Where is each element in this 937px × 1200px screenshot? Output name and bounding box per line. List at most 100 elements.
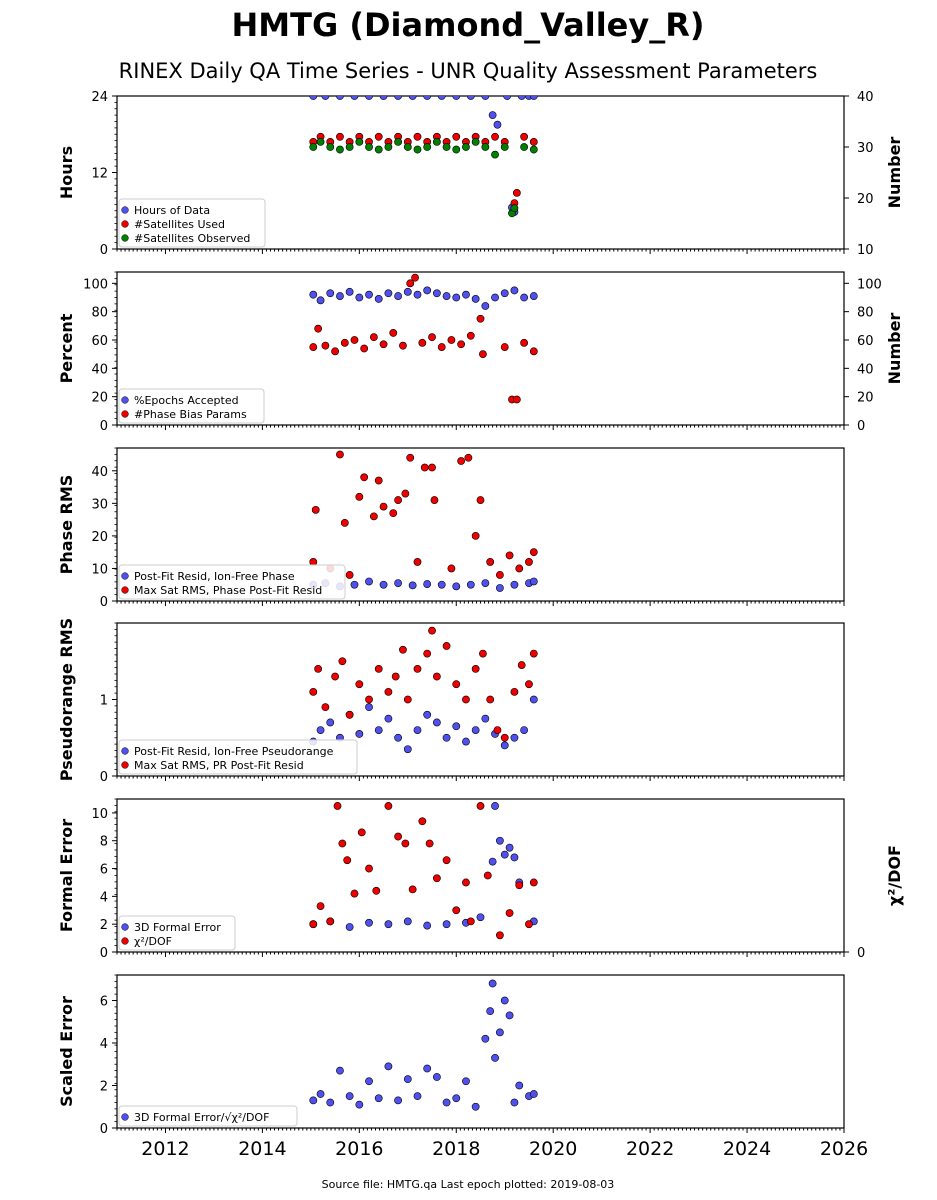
data-points <box>309 273 538 404</box>
data-point <box>495 1028 504 1037</box>
data-point <box>515 881 524 890</box>
data-point <box>345 143 354 151</box>
y-axis-label: Phase RMS <box>57 475 76 575</box>
data-point <box>384 920 393 929</box>
data-point <box>503 96 512 100</box>
data-point <box>495 836 504 845</box>
data-point <box>481 143 490 151</box>
data-point <box>520 143 529 151</box>
data-point <box>326 1098 335 1107</box>
data-point <box>309 920 318 929</box>
plot-frame <box>116 974 845 1129</box>
data-point <box>340 338 349 347</box>
data-point <box>500 289 509 298</box>
data-point <box>420 463 429 472</box>
y-tick-label: 40 <box>91 362 108 377</box>
data-point <box>309 687 318 696</box>
series-1 <box>309 979 538 1111</box>
data-point <box>350 580 359 589</box>
data-point <box>471 665 480 673</box>
data-point <box>423 649 432 658</box>
data-point <box>316 137 325 146</box>
data-point <box>374 132 383 141</box>
data-point <box>529 577 538 586</box>
data-point <box>452 906 461 915</box>
data-point <box>365 695 373 704</box>
legend-box <box>118 1105 298 1127</box>
data-point <box>365 1077 373 1086</box>
data-point <box>495 931 504 940</box>
data-point <box>486 1007 495 1016</box>
data-point <box>336 145 344 154</box>
legend-box <box>118 564 346 600</box>
y-tick-label: 0 <box>100 946 108 961</box>
y-tick-label: 4 <box>100 1037 108 1052</box>
data-point <box>309 290 318 299</box>
y-tick-label: 0 <box>100 243 108 258</box>
y-tick-label: 4 <box>100 890 108 905</box>
data-point <box>500 850 509 859</box>
data-point <box>500 343 509 351</box>
y-tick-label: 6 <box>100 863 108 878</box>
data-point <box>432 718 441 727</box>
data-point <box>413 1092 422 1101</box>
data-point <box>311 505 320 514</box>
data-point <box>430 496 439 504</box>
data-point <box>505 843 514 852</box>
data-point <box>471 137 480 146</box>
data-point <box>452 680 461 689</box>
data-point <box>401 489 410 498</box>
data-point <box>394 733 403 742</box>
data-point <box>418 338 427 347</box>
data-point <box>365 577 373 586</box>
legend: 3D Formal Error/√χ²/DOF <box>118 1105 298 1127</box>
data-point <box>481 714 490 723</box>
data-point <box>326 289 335 298</box>
data-point <box>442 856 451 865</box>
y-tick-label: 80 <box>91 306 108 321</box>
data-point <box>491 1053 499 1062</box>
legend-label: Post-Fit Resid, Ion-Free Pseudorange <box>134 745 334 758</box>
data-point <box>423 580 432 588</box>
legend-box <box>118 915 236 951</box>
data-point <box>495 584 504 592</box>
data-point <box>403 917 412 926</box>
data-point <box>466 331 475 340</box>
data-point <box>408 885 417 894</box>
data-point <box>365 864 373 873</box>
y-right-tick-label: 10 <box>857 243 874 258</box>
data-point <box>515 1081 524 1090</box>
data-point <box>500 733 509 742</box>
data-point <box>394 137 403 146</box>
data-point <box>389 329 398 337</box>
data-point <box>510 1098 519 1107</box>
data-point <box>369 512 378 521</box>
data-point <box>411 273 419 282</box>
y-tick-label: 40 <box>91 465 108 480</box>
data-point <box>408 581 417 590</box>
data-point <box>520 726 529 734</box>
data-point <box>462 878 470 887</box>
data-point <box>374 726 383 734</box>
x-axis: 2012 2014 2016 2018 2020 2022 2024 2026 <box>141 1138 868 1160</box>
data-point <box>525 680 533 689</box>
data-point <box>316 1090 325 1098</box>
data-point <box>360 344 369 353</box>
data-point <box>336 132 344 141</box>
data-point <box>345 571 354 579</box>
data-point <box>389 509 398 518</box>
data-point <box>413 290 422 299</box>
y-tick-label: 24 <box>91 90 108 105</box>
data-point <box>488 979 497 988</box>
data-point <box>369 333 378 342</box>
data-point <box>529 292 538 300</box>
legend-label: Hours of Data <box>134 204 210 217</box>
data-point <box>462 1077 470 1086</box>
legend-label: Max Sat RMS, Phase Post-Fit Resid <box>134 584 322 597</box>
data-point <box>413 132 422 141</box>
data-point <box>343 856 352 865</box>
x-tick-label: 2020 <box>529 1138 577 1160</box>
data-point <box>425 839 434 848</box>
